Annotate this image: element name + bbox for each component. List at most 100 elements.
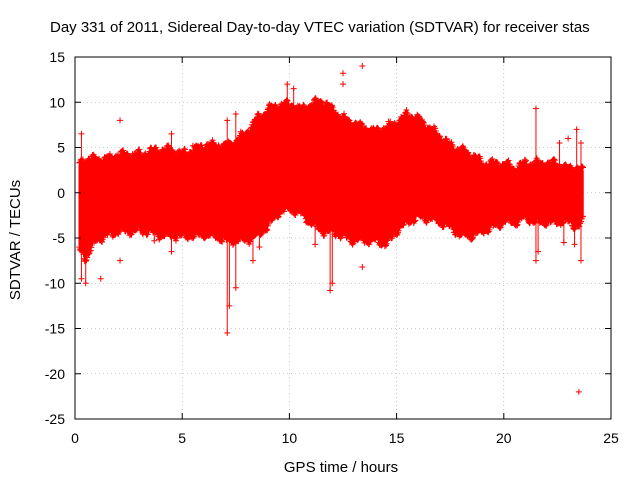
data-point (393, 232, 400, 239)
y-axis-label: SDTVAR / TECUs (7, 180, 24, 300)
data-point (522, 157, 529, 164)
spike-point (97, 275, 104, 282)
spike-point (340, 70, 346, 77)
data-point (337, 235, 344, 242)
data-point (174, 234, 181, 241)
data-point (497, 224, 504, 231)
data-point (534, 156, 541, 163)
spike-point (359, 263, 366, 270)
data-point (338, 232, 345, 239)
x-tick-label: 10 (282, 430, 298, 446)
spike-point (232, 284, 239, 291)
data-point (99, 238, 106, 245)
spike-point (290, 85, 297, 92)
x-tick-label: 15 (389, 430, 405, 446)
data-point (505, 157, 512, 164)
data-point (579, 213, 586, 220)
data-point (515, 216, 522, 223)
spike-point (556, 139, 563, 146)
spike-point (577, 139, 584, 146)
data-point (513, 222, 520, 229)
data-point (437, 133, 444, 140)
data-point (165, 142, 172, 149)
data-point (128, 231, 135, 238)
x-tick-label: 25 (603, 430, 619, 446)
data-point (209, 137, 216, 144)
data-point (136, 146, 143, 153)
data-point (358, 121, 365, 128)
data-point (318, 98, 325, 105)
data-point (374, 125, 381, 132)
data-point (579, 163, 586, 170)
spike-point (189, 142, 196, 149)
data-point (383, 240, 390, 247)
data-point (274, 214, 281, 221)
data-point (449, 141, 456, 148)
spike-point (256, 244, 263, 251)
data-point (247, 238, 254, 245)
spike-point (575, 388, 582, 395)
data-point (423, 219, 430, 226)
data-point (448, 139, 455, 146)
y-tick-label: -15 (45, 321, 65, 337)
spike-point (327, 287, 334, 294)
data-point (458, 232, 465, 239)
data-point (218, 238, 225, 245)
data-point (384, 236, 391, 243)
y-tick-label: -20 (45, 366, 65, 382)
data-point (449, 143, 456, 150)
data-point (124, 150, 131, 157)
data-point (403, 107, 410, 114)
data-point (543, 221, 550, 228)
spike-point (535, 248, 542, 255)
data-point (85, 250, 92, 257)
data-point (87, 247, 94, 254)
data-point (497, 224, 504, 231)
data-point (300, 102, 307, 109)
data-point (335, 111, 342, 118)
spike-point (78, 130, 85, 137)
spike-point (168, 130, 175, 137)
x-tick-label: 20 (496, 430, 512, 446)
y-tick-label: 10 (49, 94, 65, 110)
data-point (440, 223, 447, 230)
data-point (263, 226, 270, 233)
data-point (255, 110, 262, 117)
y-tick-label: 0 (57, 185, 65, 201)
data-point (83, 257, 90, 264)
data-point (219, 238, 226, 245)
data-point (198, 142, 205, 149)
spike-point (117, 257, 124, 264)
data-point (289, 102, 296, 109)
spike-point (312, 241, 319, 248)
data-point (551, 156, 558, 163)
data-point (324, 99, 331, 106)
spike-point (224, 117, 231, 124)
x-axis-label: GPS time / hours (284, 459, 398, 476)
data-point (477, 155, 484, 162)
data-point (506, 161, 513, 168)
spike-point (571, 241, 578, 248)
data-point (432, 125, 439, 132)
data-point (330, 107, 337, 114)
data-point (395, 227, 402, 234)
x-tick-label: 0 (71, 430, 79, 446)
data-point (367, 238, 374, 245)
data-point (411, 218, 418, 225)
data-point (293, 209, 300, 216)
spike-points (78, 63, 584, 395)
spike-point (226, 302, 233, 309)
data-point (91, 153, 98, 160)
data-point (494, 159, 501, 166)
spike-point (82, 280, 89, 287)
y-tick-label: -25 (45, 411, 65, 427)
spike-point (168, 248, 175, 255)
data-point (329, 104, 336, 111)
data-point (375, 125, 382, 132)
data-point (215, 142, 222, 149)
spike-point (573, 126, 580, 133)
data-point (416, 113, 423, 120)
spike-point (340, 81, 346, 88)
data-point (349, 241, 356, 248)
